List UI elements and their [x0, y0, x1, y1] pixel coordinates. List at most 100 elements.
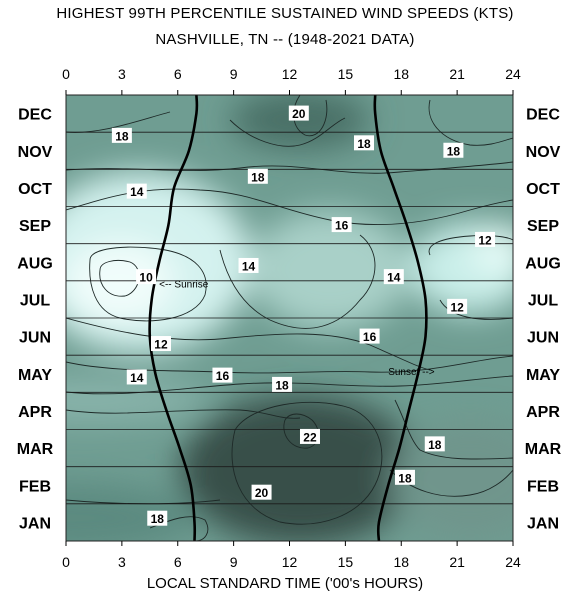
x-tick-label: 24 — [505, 554, 521, 570]
sun-annotations: <-- Sunrise Sunset --> — [159, 280, 435, 378]
contour-line — [89, 246, 207, 322]
contour-label-box — [443, 142, 464, 158]
contour-label-text: 18 — [251, 170, 265, 184]
month-label: MAY — [526, 367, 560, 384]
contour-label-text: 20 — [292, 107, 306, 121]
contour-label: 10 — [136, 269, 157, 285]
contour-label-text: 18 — [151, 512, 165, 526]
contour-line — [231, 401, 383, 525]
contour-label: 22 — [299, 428, 320, 444]
month-label: MAY — [18, 367, 52, 384]
sunset-line — [373, 95, 428, 541]
month-label: AUG — [17, 255, 53, 272]
contour-label-box — [354, 135, 374, 151]
sunrise-line — [148, 95, 199, 541]
contour-label-text: 12 — [478, 233, 492, 247]
contour-label-box — [288, 105, 309, 121]
month-label: JUL — [528, 292, 558, 309]
month-label: NOV — [526, 144, 561, 161]
sun-annotation: Sunset --> — [388, 367, 435, 378]
month-label: OCT — [526, 181, 560, 198]
contour-label-text: 18 — [428, 438, 442, 452]
contour-label-text: 12 — [450, 300, 464, 314]
month-labels-right: JAN FEB MAR APR MAY JUN JUL AUG SEP OCT NOV DEC — [525, 107, 562, 533]
contour-label: 20 — [251, 484, 272, 500]
x-tick-label: 18 — [393, 66, 409, 82]
contour-label-text: 12 — [154, 338, 168, 352]
contour-label-box — [447, 298, 468, 314]
contour-label-box — [247, 168, 268, 184]
chart-subtitle: NASHVILLE, TN -- (1948-2021 DATA) — [155, 31, 415, 48]
contour-label: 18 — [443, 142, 464, 158]
x-ticks-bottom: 0 3 6 9 12 15 18 21 24 — [62, 541, 521, 570]
contour-label-text: 18 — [275, 378, 289, 392]
contour-label: 18 — [354, 135, 374, 151]
x-ticks-top: 0 3 6 9 12 15 18 21 24 — [62, 66, 521, 95]
contour-label-text: 18 — [447, 144, 461, 158]
contour-label-box — [111, 127, 132, 143]
month-label: OCT — [18, 181, 52, 198]
contour-label-box — [475, 231, 496, 247]
contour-label-box — [126, 369, 147, 385]
contour-label-box — [251, 484, 272, 500]
contour-label-text: 16 — [363, 330, 377, 344]
contour-label: 14 — [126, 369, 147, 385]
contour-label-text: 14 — [130, 185, 144, 199]
x-tick-label: 6 — [174, 554, 182, 570]
contour-label: 14 — [126, 183, 147, 199]
month-label: MAR — [17, 441, 54, 458]
contour-label-text: 18 — [357, 137, 371, 151]
month-label: APR — [526, 404, 560, 421]
contour-label-text: 10 — [139, 271, 153, 285]
contour-line — [428, 235, 513, 256]
contour-label: 14 — [238, 257, 259, 273]
contour-label: 12 — [475, 231, 496, 247]
contour-label: 16 — [359, 328, 380, 344]
x-tick-label: 12 — [282, 554, 298, 570]
contour-label-box — [272, 376, 293, 392]
x-tick-label: 15 — [338, 554, 354, 570]
contour-line — [66, 317, 431, 371]
contour-label-box — [359, 328, 380, 344]
contour-label-text: 22 — [303, 430, 317, 444]
contour-label-text: 14 — [130, 371, 144, 385]
contour-label-box — [150, 336, 171, 352]
contour-label-box — [299, 428, 320, 444]
chart-title: HIGHEST 99TH PERCENTILE SUSTAINED WIND S… — [56, 5, 514, 22]
x-tick-label: 12 — [282, 66, 298, 82]
contour-label: 12 — [150, 336, 171, 352]
contour-label: 16 — [331, 217, 352, 233]
contour-label-box — [394, 469, 415, 485]
month-labels-left: JAN FEB MAR APR MAY JUN JUL AUG SEP OCT NOV DEC — [17, 107, 54, 533]
x-tick-label: 3 — [118, 554, 126, 570]
sun-lines — [148, 95, 428, 541]
month-label: FEB — [527, 478, 559, 495]
contour-line — [428, 99, 513, 146]
contour-label-box — [424, 436, 445, 452]
contour-label-text: 18 — [398, 471, 412, 485]
month-label: JAN — [19, 515, 51, 532]
x-tick-label: 15 — [338, 66, 354, 82]
x-tick-label: 21 — [449, 554, 465, 570]
contour-label-box — [136, 269, 157, 285]
contour-label: 18 — [394, 469, 415, 485]
month-label: AUG — [525, 255, 561, 272]
month-label: NOV — [18, 144, 53, 161]
x-tick-label: 18 — [393, 554, 409, 570]
contour-label-text: 16 — [216, 369, 230, 383]
contour-line — [66, 409, 301, 419]
x-tick-label: 6 — [174, 66, 182, 82]
contour-label: 20 — [288, 105, 309, 121]
month-label: SEP — [19, 218, 51, 235]
contour-label-box — [147, 510, 168, 526]
x-tick-label: 0 — [62, 554, 70, 570]
month-label: JUN — [19, 330, 51, 347]
month-label: JUL — [20, 292, 50, 309]
contour-label-box — [331, 217, 352, 233]
contour-label-box — [126, 183, 147, 199]
x-tick-label: 24 — [505, 66, 521, 82]
month-label: APR — [18, 404, 52, 421]
month-label: JUN — [527, 330, 559, 347]
month-gridlines — [66, 131, 513, 505]
